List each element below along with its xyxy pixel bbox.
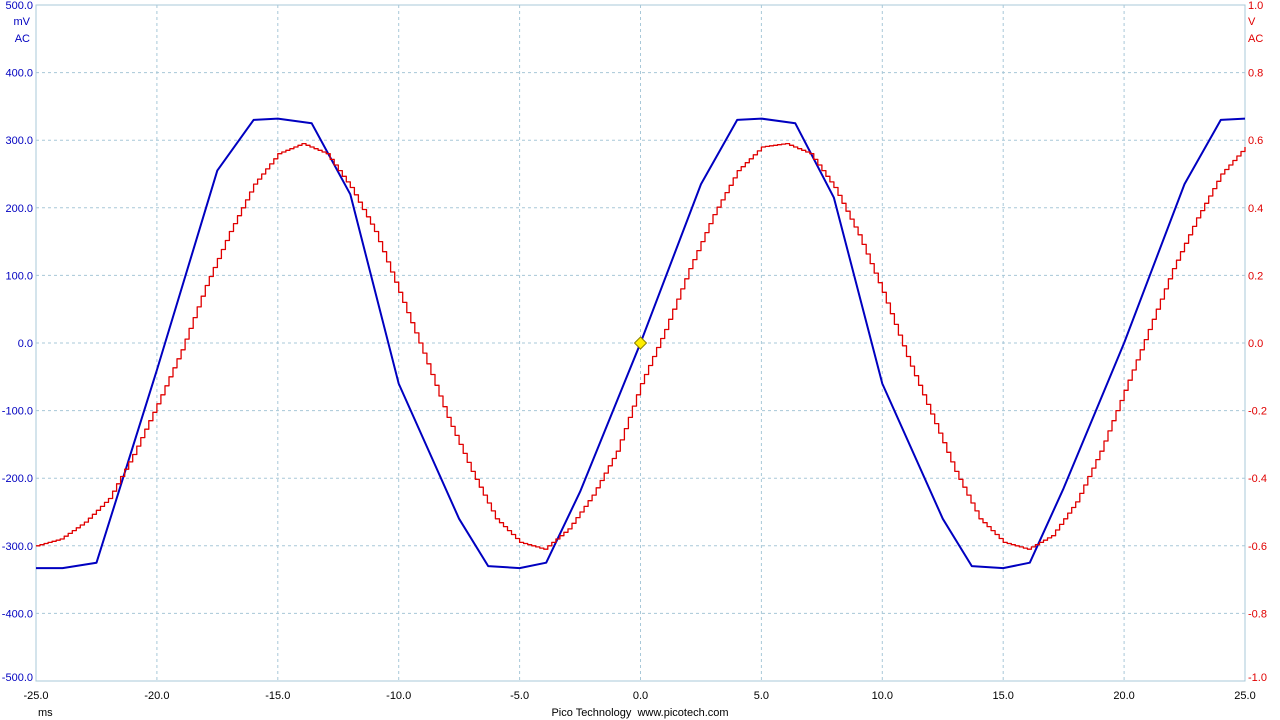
x-tick-label: -20.0 bbox=[144, 690, 169, 702]
right-y-tick-label: 0.0 bbox=[1248, 338, 1263, 350]
x-tick-label: -15.0 bbox=[265, 690, 290, 702]
right-y-tick-label: -1.0 bbox=[1248, 672, 1267, 684]
left-y-tick-label: 200.0 bbox=[5, 203, 33, 215]
left-y-tick-label: 100.0 bbox=[5, 270, 33, 282]
x-axis-unit: ms bbox=[38, 707, 53, 719]
x-tick-label: 20.0 bbox=[1113, 690, 1134, 702]
left-y-tick-label: 400.0 bbox=[5, 68, 33, 80]
x-tick-label: 0.0 bbox=[633, 690, 648, 702]
right-y-tick-label: -0.2 bbox=[1248, 406, 1267, 418]
x-tick-label: 5.0 bbox=[754, 690, 769, 702]
right-y-tick-label: 0.4 bbox=[1248, 203, 1263, 215]
right-y-tick-label: -0.8 bbox=[1248, 608, 1267, 620]
trigger-marker-layer bbox=[633, 336, 648, 350]
x-tick-label: -5.0 bbox=[510, 690, 529, 702]
right-y-tick-label: -0.6 bbox=[1248, 541, 1267, 553]
left-y-tick-label: 0.0 bbox=[18, 338, 33, 350]
footer-credit: Pico Technology www.picotech.com bbox=[551, 707, 728, 719]
left-y-tick-label: 300.0 bbox=[5, 135, 33, 147]
left-y-tick-label: -400.0 bbox=[2, 608, 33, 620]
x-tick-label: -10.0 bbox=[386, 690, 411, 702]
right-y-tick-label: 0.8 bbox=[1248, 68, 1263, 80]
channel-b-trace bbox=[36, 142, 1246, 550]
x-tick-label: 15.0 bbox=[992, 690, 1013, 702]
left-y-tick-label: -500.0 bbox=[2, 672, 33, 684]
right-y-tick-label: 0.2 bbox=[1248, 270, 1263, 282]
left-y-tick-label: -200.0 bbox=[2, 473, 33, 485]
right-y-tick-label: 1.0 bbox=[1248, 0, 1263, 12]
left-axis-unit: mV bbox=[14, 16, 31, 28]
left-y-tick-label: -100.0 bbox=[2, 406, 33, 418]
left-axis-coupling: AC bbox=[15, 33, 30, 45]
x-tick-label: -25.0 bbox=[23, 690, 48, 702]
right-axis-coupling: AC bbox=[1248, 33, 1263, 45]
plot-frame bbox=[35, 4, 1246, 682]
right-axis-unit: V bbox=[1248, 16, 1256, 28]
right-y-tick-label: 0.6 bbox=[1248, 135, 1263, 147]
left-y-tick-label: 500.0 bbox=[5, 0, 33, 12]
right-y-tick-label: -0.4 bbox=[1248, 473, 1267, 485]
x-tick-label: 25.0 bbox=[1234, 690, 1255, 702]
left-y-tick-label: -300.0 bbox=[2, 541, 33, 553]
x-tick-label: 10.0 bbox=[872, 690, 893, 702]
trigger-marker-icon bbox=[633, 336, 648, 350]
